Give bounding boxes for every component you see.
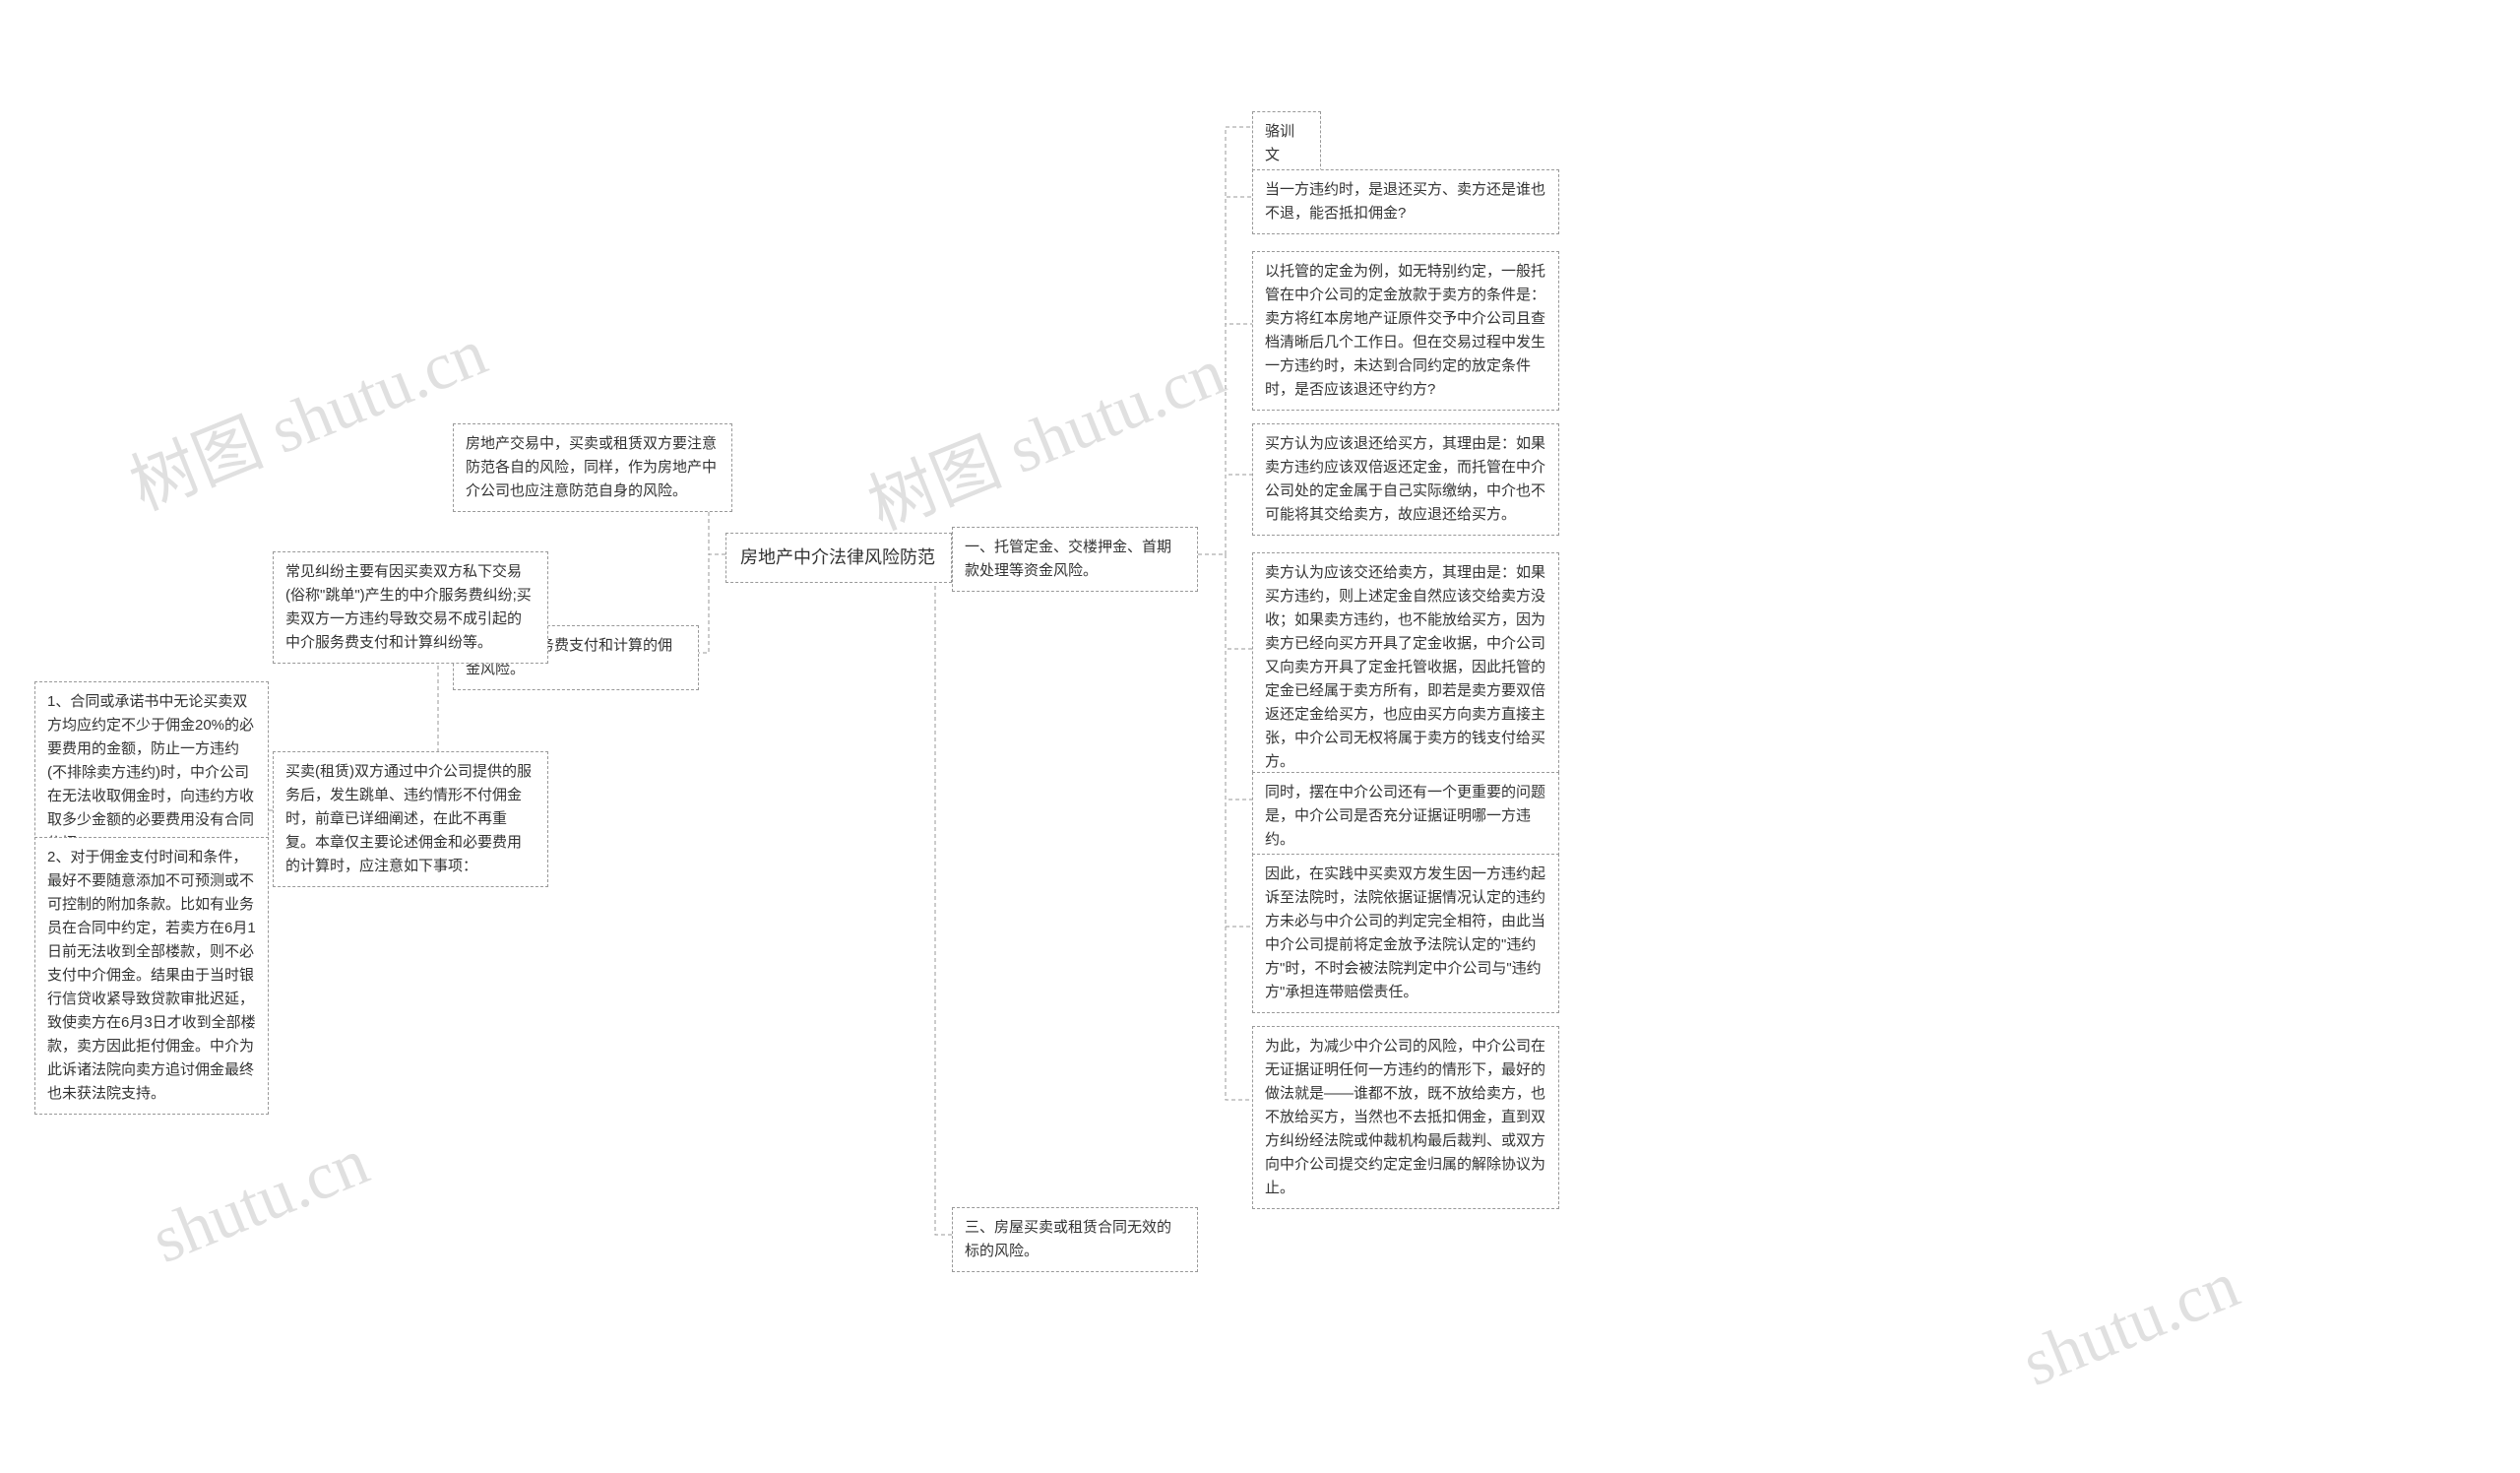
node-r1-3: 买方认为应该退还给买方，其理由是：如果卖方违约应该双倍返还定金，而托管在中介公司… — [1252, 423, 1559, 536]
node-r1-6: 因此，在实践中买卖双方发生因一方违约起诉至法院时，法院依据证据情况认定的违约方未… — [1252, 854, 1559, 1013]
node-l2-2: 买卖(租赁)双方通过中介公司提供的服务后，发生跳单、违约情形不付佣金时，前章已详… — [273, 751, 548, 887]
node-intro: 房地产交易中，买卖或租赁双方要注意防范各自的风险，同样，作为房地产中介公司也应注… — [453, 423, 732, 512]
node-r1-0: 骆训文 — [1252, 111, 1321, 176]
node-l2-2-2: 2、对于佣金支付时间和条件，最好不要随意添加不可预测或不可控制的附加条款。比如有… — [34, 837, 269, 1115]
watermark: shutu.cn — [2012, 1246, 2249, 1402]
node-l2-1: 常见纠纷主要有因买卖双方私下交易(俗称"跳单")产生的中介服务费纠纷;买卖双方一… — [273, 551, 548, 664]
node-section-1: 一、托管定金、交楼押金、首期款处理等资金风险。 — [952, 527, 1198, 592]
node-r1-7: 为此，为减少中介公司的风险，中介公司在无证据证明任何一方违约的情形下，最好的做法… — [1252, 1026, 1559, 1209]
mindmap-root: 房地产中介法律风险防范 — [725, 533, 952, 583]
node-r1-5: 同时，摆在中介公司还有一个更重要的问题是，中介公司是否充分证据证明哪一方违约。 — [1252, 772, 1559, 861]
node-section-3: 三、房屋买卖或租赁合同无效的标的风险。 — [952, 1207, 1198, 1272]
watermark: 树图 shutu.cn — [113, 297, 498, 529]
node-r1-1: 当一方违约时，是退还买方、卖方还是谁也不退，能否抵扣佣金? — [1252, 169, 1559, 234]
node-r1-2: 以托管的定金为例，如无特别约定，一般托管在中介公司的定金放款于卖方的条件是：卖方… — [1252, 251, 1559, 411]
node-r1-4: 卖方认为应该交还给卖方，其理由是：如果买方违约，则上述定金自然应该交给卖方没收；… — [1252, 552, 1559, 783]
watermark: shutu.cn — [142, 1122, 379, 1279]
watermark: 树图 shutu.cn — [851, 317, 1236, 548]
